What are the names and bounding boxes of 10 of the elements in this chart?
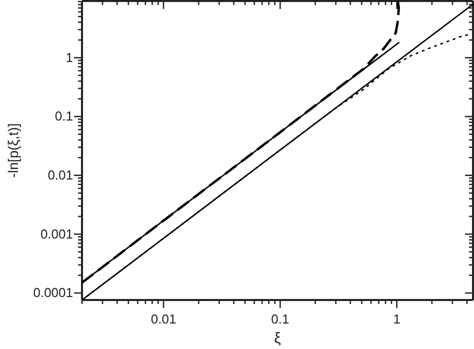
x-axis-title: ξ [274,330,282,347]
y-tick-label: 0.0001 [33,285,73,300]
x-tick-label: 1 [393,311,400,326]
y-axis-title: -ln[p(ξ,t)] [5,123,21,178]
y-tick-label: 1 [66,50,73,65]
y-tick-label: 0.001 [40,226,73,242]
x-tick-label: 0.1 [271,311,290,326]
y-tick-label: 0.1 [54,108,73,124]
x-tick-label: 0.01 [150,311,176,326]
y-tick-label: 0.01 [48,168,73,182]
